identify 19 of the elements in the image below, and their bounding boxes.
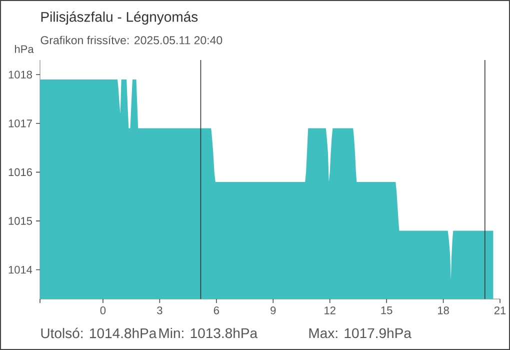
y-axis-title: hPa bbox=[15, 44, 34, 54]
text: Min: 1013.8hPa bbox=[159, 328, 258, 338]
x-tick-label: 12 bbox=[324, 306, 336, 314]
x-tick-label: 9 bbox=[270, 306, 276, 314]
x-tick-label: 6 bbox=[214, 306, 219, 314]
x-tick-label: 15 bbox=[381, 306, 392, 314]
x-tick-label: 3 bbox=[157, 306, 162, 314]
x-tick-label: 18 bbox=[438, 306, 449, 314]
x-tick-label: 0 bbox=[100, 306, 106, 314]
chart-title: Pilisjászfalu - Légnyomás bbox=[41, 11, 198, 25]
text: Utolsó: 1014.8hPa bbox=[41, 328, 157, 338]
x-tick-label: 21 bbox=[494, 306, 506, 314]
y-tick-label: 1016 bbox=[8, 168, 32, 176]
chart-subtitle: Grafikon frissítve: 2025.05.11 20:40 bbox=[40, 36, 222, 44]
y-tick-label: 1018 bbox=[8, 70, 32, 79]
y-tick-label: 1015 bbox=[8, 217, 32, 225]
y-tick-label: 1017 bbox=[8, 120, 32, 128]
text: Max: 1017.9hPa bbox=[309, 328, 412, 338]
y-tick-label: 1014 bbox=[8, 266, 32, 274]
